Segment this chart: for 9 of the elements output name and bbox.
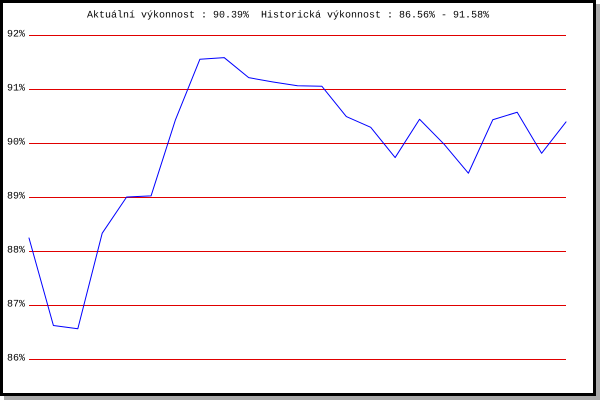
chart-title: Aktuální výkonnost : 90.39% Historická výkonnost : 86.56% - 91.58% [87,10,490,22]
y-tick-label: 88% [6,246,25,256]
y-tick-label: 91% [6,84,25,94]
y-tick-label: 92% [6,30,25,40]
y-tick-label: 90% [6,138,25,148]
y-tick-label: 87% [6,300,25,310]
y-tick-label: 89% [6,192,25,202]
y-tick-label: 86% [6,354,25,364]
line-series [28,57,566,330]
